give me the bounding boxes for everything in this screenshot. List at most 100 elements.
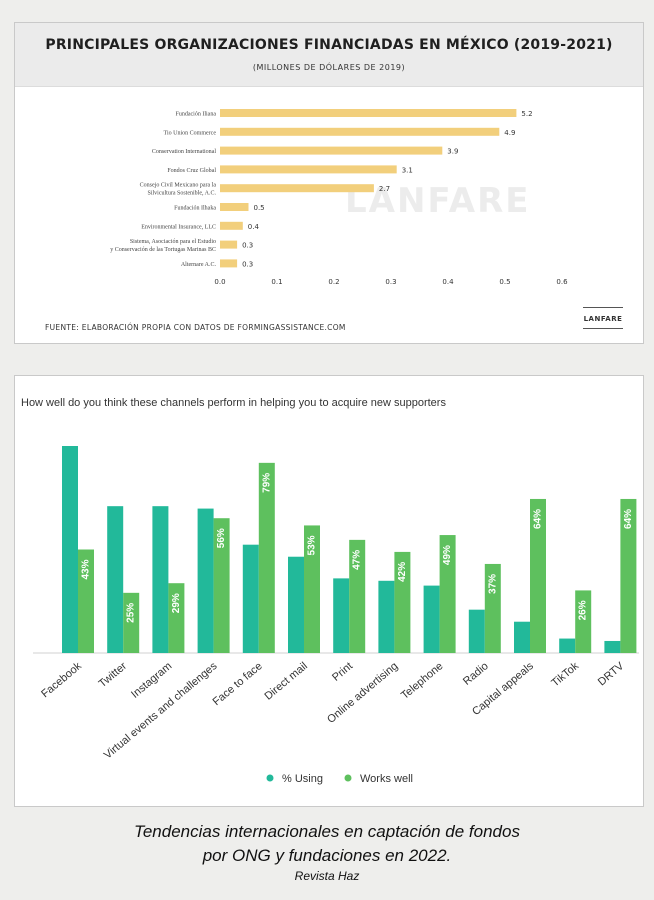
bar-using xyxy=(197,508,214,653)
bar-using xyxy=(242,544,259,653)
bar-using xyxy=(468,609,485,653)
bar-using xyxy=(152,506,169,653)
bar-value-label: 42% xyxy=(397,562,408,582)
bar-using xyxy=(288,556,304,653)
bar-value-label: 3.9 xyxy=(447,148,458,156)
category-label: Direct mail xyxy=(262,660,310,703)
category-label: Face to face xyxy=(211,660,265,708)
chart-title-band xyxy=(15,23,643,87)
category-label: Twitter xyxy=(97,660,130,690)
bar-works-well xyxy=(484,563,501,653)
bar-works-well xyxy=(304,525,320,653)
bar xyxy=(220,221,243,230)
bar-value-label: 5.2 xyxy=(521,110,532,118)
bar-works-well xyxy=(530,498,546,653)
bar xyxy=(220,184,374,193)
bar-using xyxy=(423,585,440,653)
legend-label-works-well: Works well xyxy=(360,773,413,785)
bar-using xyxy=(378,580,395,653)
x-tick-label: 0.0 xyxy=(214,278,225,286)
bar-using xyxy=(559,638,576,653)
watermark: LANFARE xyxy=(345,181,531,221)
x-tick-label: 0.3 xyxy=(385,278,396,286)
bar-using xyxy=(604,640,621,653)
chart-subtitle: (MILLONES DE DÓLARES DE 2019) xyxy=(252,63,406,72)
bar-value-label: 64% xyxy=(623,509,634,529)
legend-marker-using xyxy=(266,774,274,782)
x-tick-label: 0.4 xyxy=(442,278,454,286)
chart-funded-organizations: PRINCIPALES ORGANIZACIONES FINANCIADAS E… xyxy=(14,22,644,344)
bar-value-label: 29% xyxy=(171,593,182,613)
bar-value-label: 0.3 xyxy=(242,260,253,268)
category-label: Tio Union Commerce xyxy=(164,130,217,136)
bar xyxy=(220,127,500,136)
x-tick-label: 0.6 xyxy=(556,278,568,286)
bar xyxy=(220,240,238,249)
category-label: Environmental Insurance, LLC xyxy=(141,224,216,230)
bar-using xyxy=(333,578,350,653)
chart-title: How well do you think these channels per… xyxy=(21,397,446,409)
category-label: Fondos Cruz Global xyxy=(167,168,216,174)
bar xyxy=(220,165,397,174)
logo: LANFARE xyxy=(583,307,623,329)
bar-value-label: 47% xyxy=(352,550,363,570)
category-label: Print xyxy=(330,660,355,684)
bar-works-well xyxy=(349,539,366,653)
category-label: Instagram xyxy=(129,660,174,701)
chart-source: FUENTE: ELABORACIÓN PROPIA CON DATOS DE … xyxy=(45,323,346,332)
bar-value-label: 49% xyxy=(442,545,453,565)
bar-value-label: 0.5 xyxy=(254,204,265,212)
bar-using xyxy=(107,506,124,653)
category-label: Radio xyxy=(461,660,491,688)
bar-value-label: 53% xyxy=(307,535,318,555)
caption-line-2: por ONG y fundaciones en 2022. xyxy=(202,846,452,865)
bar-works-well xyxy=(620,498,637,653)
category-label: TikTok xyxy=(549,660,581,690)
bar-value-label: 64% xyxy=(533,509,544,529)
x-tick-label: 0.2 xyxy=(328,278,339,286)
category-label: DRTV xyxy=(596,660,627,689)
category-label: Fundación Iliana xyxy=(176,112,217,118)
caption-line-1: Tendencias internacionales en captación … xyxy=(134,822,520,841)
bar-using xyxy=(62,446,78,653)
legend-label-using: % Using xyxy=(282,773,323,785)
bar-works-well xyxy=(575,590,592,653)
bar-value-label: 0.4 xyxy=(248,223,260,231)
bar-value-label: 0.3 xyxy=(242,242,253,250)
category-label: Conservation International xyxy=(152,149,216,155)
bar-value-label: 43% xyxy=(81,559,92,579)
bar-using xyxy=(514,621,530,653)
category-label: y Conservación de las Tortugas Marinas B… xyxy=(110,247,216,253)
legend-marker-works-well xyxy=(344,774,352,782)
bar-value-label: 56% xyxy=(216,528,227,548)
category-label: Silvicultura Sostenible, A.C. xyxy=(148,191,217,197)
chart-title: PRINCIPALES ORGANIZACIONES FINANCIADAS E… xyxy=(45,37,613,53)
bar xyxy=(220,259,238,268)
x-tick-label: 0.1 xyxy=(271,278,282,286)
bar-works-well xyxy=(394,551,411,653)
bar-works-well xyxy=(123,592,140,653)
bar-chart-horizontal: 5.2 Fundación Iliana 4.9 Tio Union Commerce… xyxy=(110,109,568,286)
bar-value-label: 37% xyxy=(487,574,498,594)
bar-value-label: 79% xyxy=(261,473,272,493)
category-label: Fundación Ilhaka xyxy=(174,206,216,212)
category-label: Consejo Civil Mexicano para la xyxy=(140,183,217,189)
bar xyxy=(220,146,443,155)
bar xyxy=(220,109,517,117)
bar-works-well xyxy=(258,462,275,653)
category-label: Alternare A.C. xyxy=(181,262,217,268)
chart-channel-performance: How well do you think these channels per… xyxy=(14,375,644,807)
category-label: Telephone xyxy=(399,660,446,702)
x-tick-label: 0.5 xyxy=(499,278,510,286)
bar-value-label: 3.1 xyxy=(402,166,413,174)
bar xyxy=(220,203,249,211)
category-label: Sistema, Asociación para el Estudio xyxy=(130,239,216,245)
bar-value-label: 2.7 xyxy=(379,185,390,193)
bar-works-well xyxy=(213,518,230,653)
bar-works-well xyxy=(78,549,94,653)
bar-value-label: 26% xyxy=(578,600,589,620)
bar-value-label: 25% xyxy=(126,603,137,623)
caption-credit: Revista Haz xyxy=(294,869,360,883)
bar-value-label: 4.9 xyxy=(504,129,515,137)
bar-works-well xyxy=(439,535,456,653)
